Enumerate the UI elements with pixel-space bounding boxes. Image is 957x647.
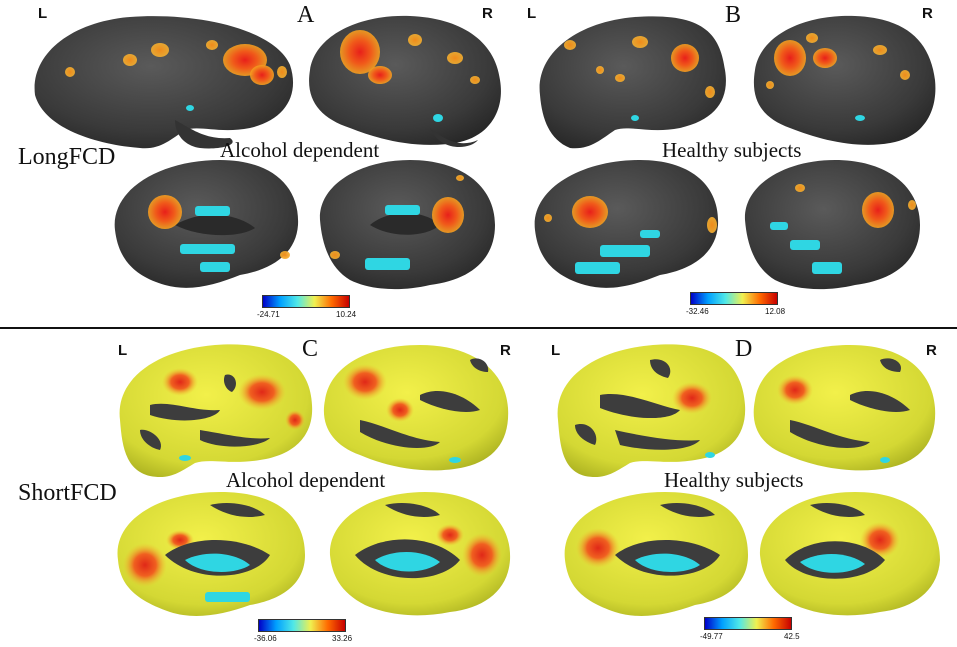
- panel-c-medial-left: [117, 492, 305, 616]
- panel-a-medial-left: [114, 160, 299, 288]
- panel-a-lateral-right: [309, 15, 501, 148]
- section-divider: [0, 327, 957, 329]
- panel-c-colorbar-min: -36.06: [254, 634, 277, 643]
- panel-a-medial-right: [319, 160, 495, 290]
- panel-c-colorbar-max: 33.26: [332, 634, 353, 643]
- panel-d-colorbar-max: 42.5: [784, 632, 800, 641]
- panel-b-left-hemisphere-mark: L: [527, 5, 537, 22]
- panel-d-colorbar: [704, 617, 792, 630]
- panel-b-colorbar: [690, 292, 778, 305]
- panel-a-lateral-left: [34, 16, 294, 149]
- panel-c-letter: C: [302, 336, 319, 362]
- panel-d-lateral-right: [753, 345, 936, 471]
- panel-a-right-hemisphere-mark: R: [482, 5, 493, 22]
- panel-d-group-label: Healthy subjects: [664, 468, 804, 492]
- panel-c-left-hemisphere-mark: L: [118, 342, 128, 359]
- panel-d-right-hemisphere-mark: R: [926, 342, 937, 359]
- panel-b-letter: B: [725, 2, 742, 28]
- panel-d-left-hemisphere-mark: L: [551, 342, 561, 359]
- panel-a-colorbar: [262, 295, 350, 308]
- panel-d-medial-right: [759, 492, 940, 616]
- panel-b-right-hemisphere-mark: R: [922, 5, 933, 22]
- row-label-shortfcd: ShortFCD: [18, 480, 117, 506]
- panel-c-right-hemisphere-mark: R: [500, 342, 511, 359]
- panel-b-colorbar-max: 12.08: [765, 307, 786, 316]
- panel-a-left-hemisphere-mark: L: [38, 5, 48, 22]
- panel-d-colorbar-min: -49.77: [700, 632, 723, 641]
- panel-b-lateral-right: [753, 15, 936, 145]
- panel-c-lateral-left: [119, 344, 313, 478]
- panel-b-group-label: Healthy subjects: [662, 138, 802, 162]
- panel-a-letter: A: [297, 2, 315, 28]
- panel-a-group-label: Alcohol dependent: [220, 138, 380, 162]
- panel-b-medial-right: [744, 160, 920, 290]
- row-label-longfcd: LongFCD: [18, 144, 116, 170]
- panel-a-colorbar-max: 10.24: [336, 310, 357, 319]
- panel-c-lateral-right: [323, 345, 509, 471]
- panel-a-colorbar-min: -24.71: [257, 310, 280, 319]
- panel-d-letter: D: [735, 336, 753, 362]
- panel-d-lateral-left: [557, 344, 746, 478]
- panel-c-colorbar: [258, 619, 346, 632]
- panel-c-medial-right: [329, 492, 511, 616]
- panel-b-colorbar-min: -32.46: [686, 307, 709, 316]
- panel-c-group-label: Alcohol dependent: [226, 468, 386, 492]
- panel-b-lateral-left: [539, 16, 726, 149]
- panel-d-medial-left: [564, 492, 748, 616]
- panel-b-medial-left: [534, 160, 719, 288]
